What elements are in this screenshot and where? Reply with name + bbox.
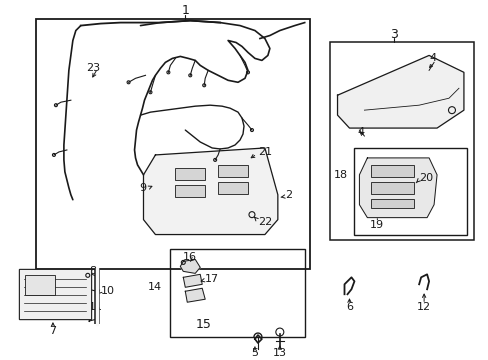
Text: 15: 15 bbox=[195, 318, 211, 330]
Text: 9: 9 bbox=[139, 183, 146, 193]
Bar bbox=[36, 19, 309, 269]
Polygon shape bbox=[180, 260, 200, 273]
Text: 22: 22 bbox=[257, 217, 272, 226]
Bar bbox=[170, 249, 304, 337]
Bar bbox=[354, 148, 466, 234]
Polygon shape bbox=[185, 288, 205, 302]
Text: 7: 7 bbox=[49, 326, 57, 336]
Text: 8: 8 bbox=[89, 266, 96, 276]
Text: 14: 14 bbox=[148, 282, 162, 292]
Text: 5: 5 bbox=[251, 348, 258, 358]
Bar bbox=[370, 199, 413, 208]
Text: 1: 1 bbox=[181, 4, 189, 17]
Text: 19: 19 bbox=[368, 220, 383, 230]
Bar bbox=[218, 182, 247, 194]
Bar bbox=[19, 269, 91, 319]
Text: 16: 16 bbox=[183, 252, 197, 262]
Bar bbox=[329, 42, 473, 239]
Bar bbox=[175, 185, 205, 197]
Polygon shape bbox=[359, 158, 436, 218]
Polygon shape bbox=[183, 274, 202, 287]
Text: 4: 4 bbox=[357, 127, 364, 137]
Polygon shape bbox=[337, 55, 463, 128]
Bar bbox=[370, 182, 413, 194]
Text: 11: 11 bbox=[89, 302, 102, 312]
Polygon shape bbox=[143, 148, 277, 234]
Text: 20: 20 bbox=[418, 173, 432, 183]
Text: 18: 18 bbox=[333, 170, 347, 180]
Text: 6: 6 bbox=[346, 302, 352, 312]
Text: 17: 17 bbox=[205, 274, 219, 284]
Bar bbox=[370, 165, 413, 177]
Bar bbox=[218, 165, 247, 177]
Bar bbox=[25, 275, 55, 295]
Text: 21: 21 bbox=[257, 147, 271, 157]
Text: 12: 12 bbox=[416, 302, 430, 312]
Text: 4: 4 bbox=[428, 53, 435, 63]
Text: 13: 13 bbox=[272, 348, 286, 358]
Text: 10: 10 bbox=[101, 286, 115, 296]
Bar bbox=[19, 269, 91, 319]
Bar bbox=[175, 168, 205, 180]
Text: 23: 23 bbox=[85, 63, 100, 73]
Text: 2: 2 bbox=[284, 190, 291, 200]
Text: 3: 3 bbox=[389, 28, 397, 41]
